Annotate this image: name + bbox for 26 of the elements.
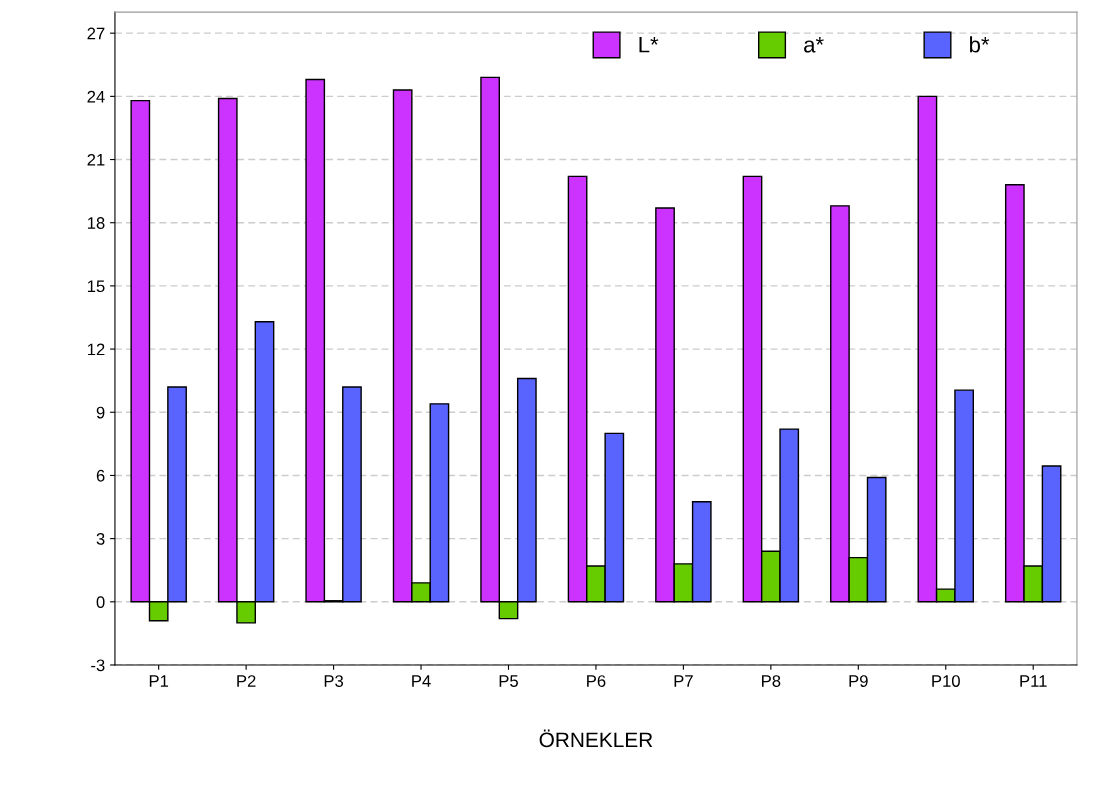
x-tick-label: P9: [849, 675, 868, 687]
legend-label: b*: [970, 36, 990, 53]
y-tick-label: 12: [87, 343, 105, 356]
legend-label: a*: [804, 37, 824, 53]
x-tick-label: P4: [412, 675, 431, 687]
x-tick-label: P2: [237, 675, 256, 687]
x-tick-label: P3: [324, 675, 344, 687]
y-tick-label: 6: [96, 469, 105, 482]
x-tick-label: P6: [587, 675, 606, 687]
y-tick-label: -3: [91, 659, 105, 672]
x-tick-label: P7: [674, 675, 693, 687]
x-tick-label: P5: [499, 675, 518, 687]
y-tick-label: 18: [87, 217, 105, 229]
x-tick-label: P1: [149, 675, 169, 687]
y-tick-label: 3: [96, 533, 105, 545]
y-tick-label: 24: [87, 90, 105, 103]
x-tick-label: P11: [1020, 675, 1047, 687]
y-tick-label: 0: [96, 596, 105, 609]
x-tick-label: P8: [762, 675, 781, 687]
x-axis-title: ÖRNEKLER: [539, 729, 653, 748]
y-tick-label: 21: [87, 153, 105, 166]
x-tick-label: P10: [932, 675, 960, 687]
y-tick-label: 15: [87, 280, 105, 293]
y-tick-label: 9: [96, 406, 105, 419]
legend-label: L*: [639, 37, 659, 53]
y-tick-label: 27: [87, 27, 105, 40]
